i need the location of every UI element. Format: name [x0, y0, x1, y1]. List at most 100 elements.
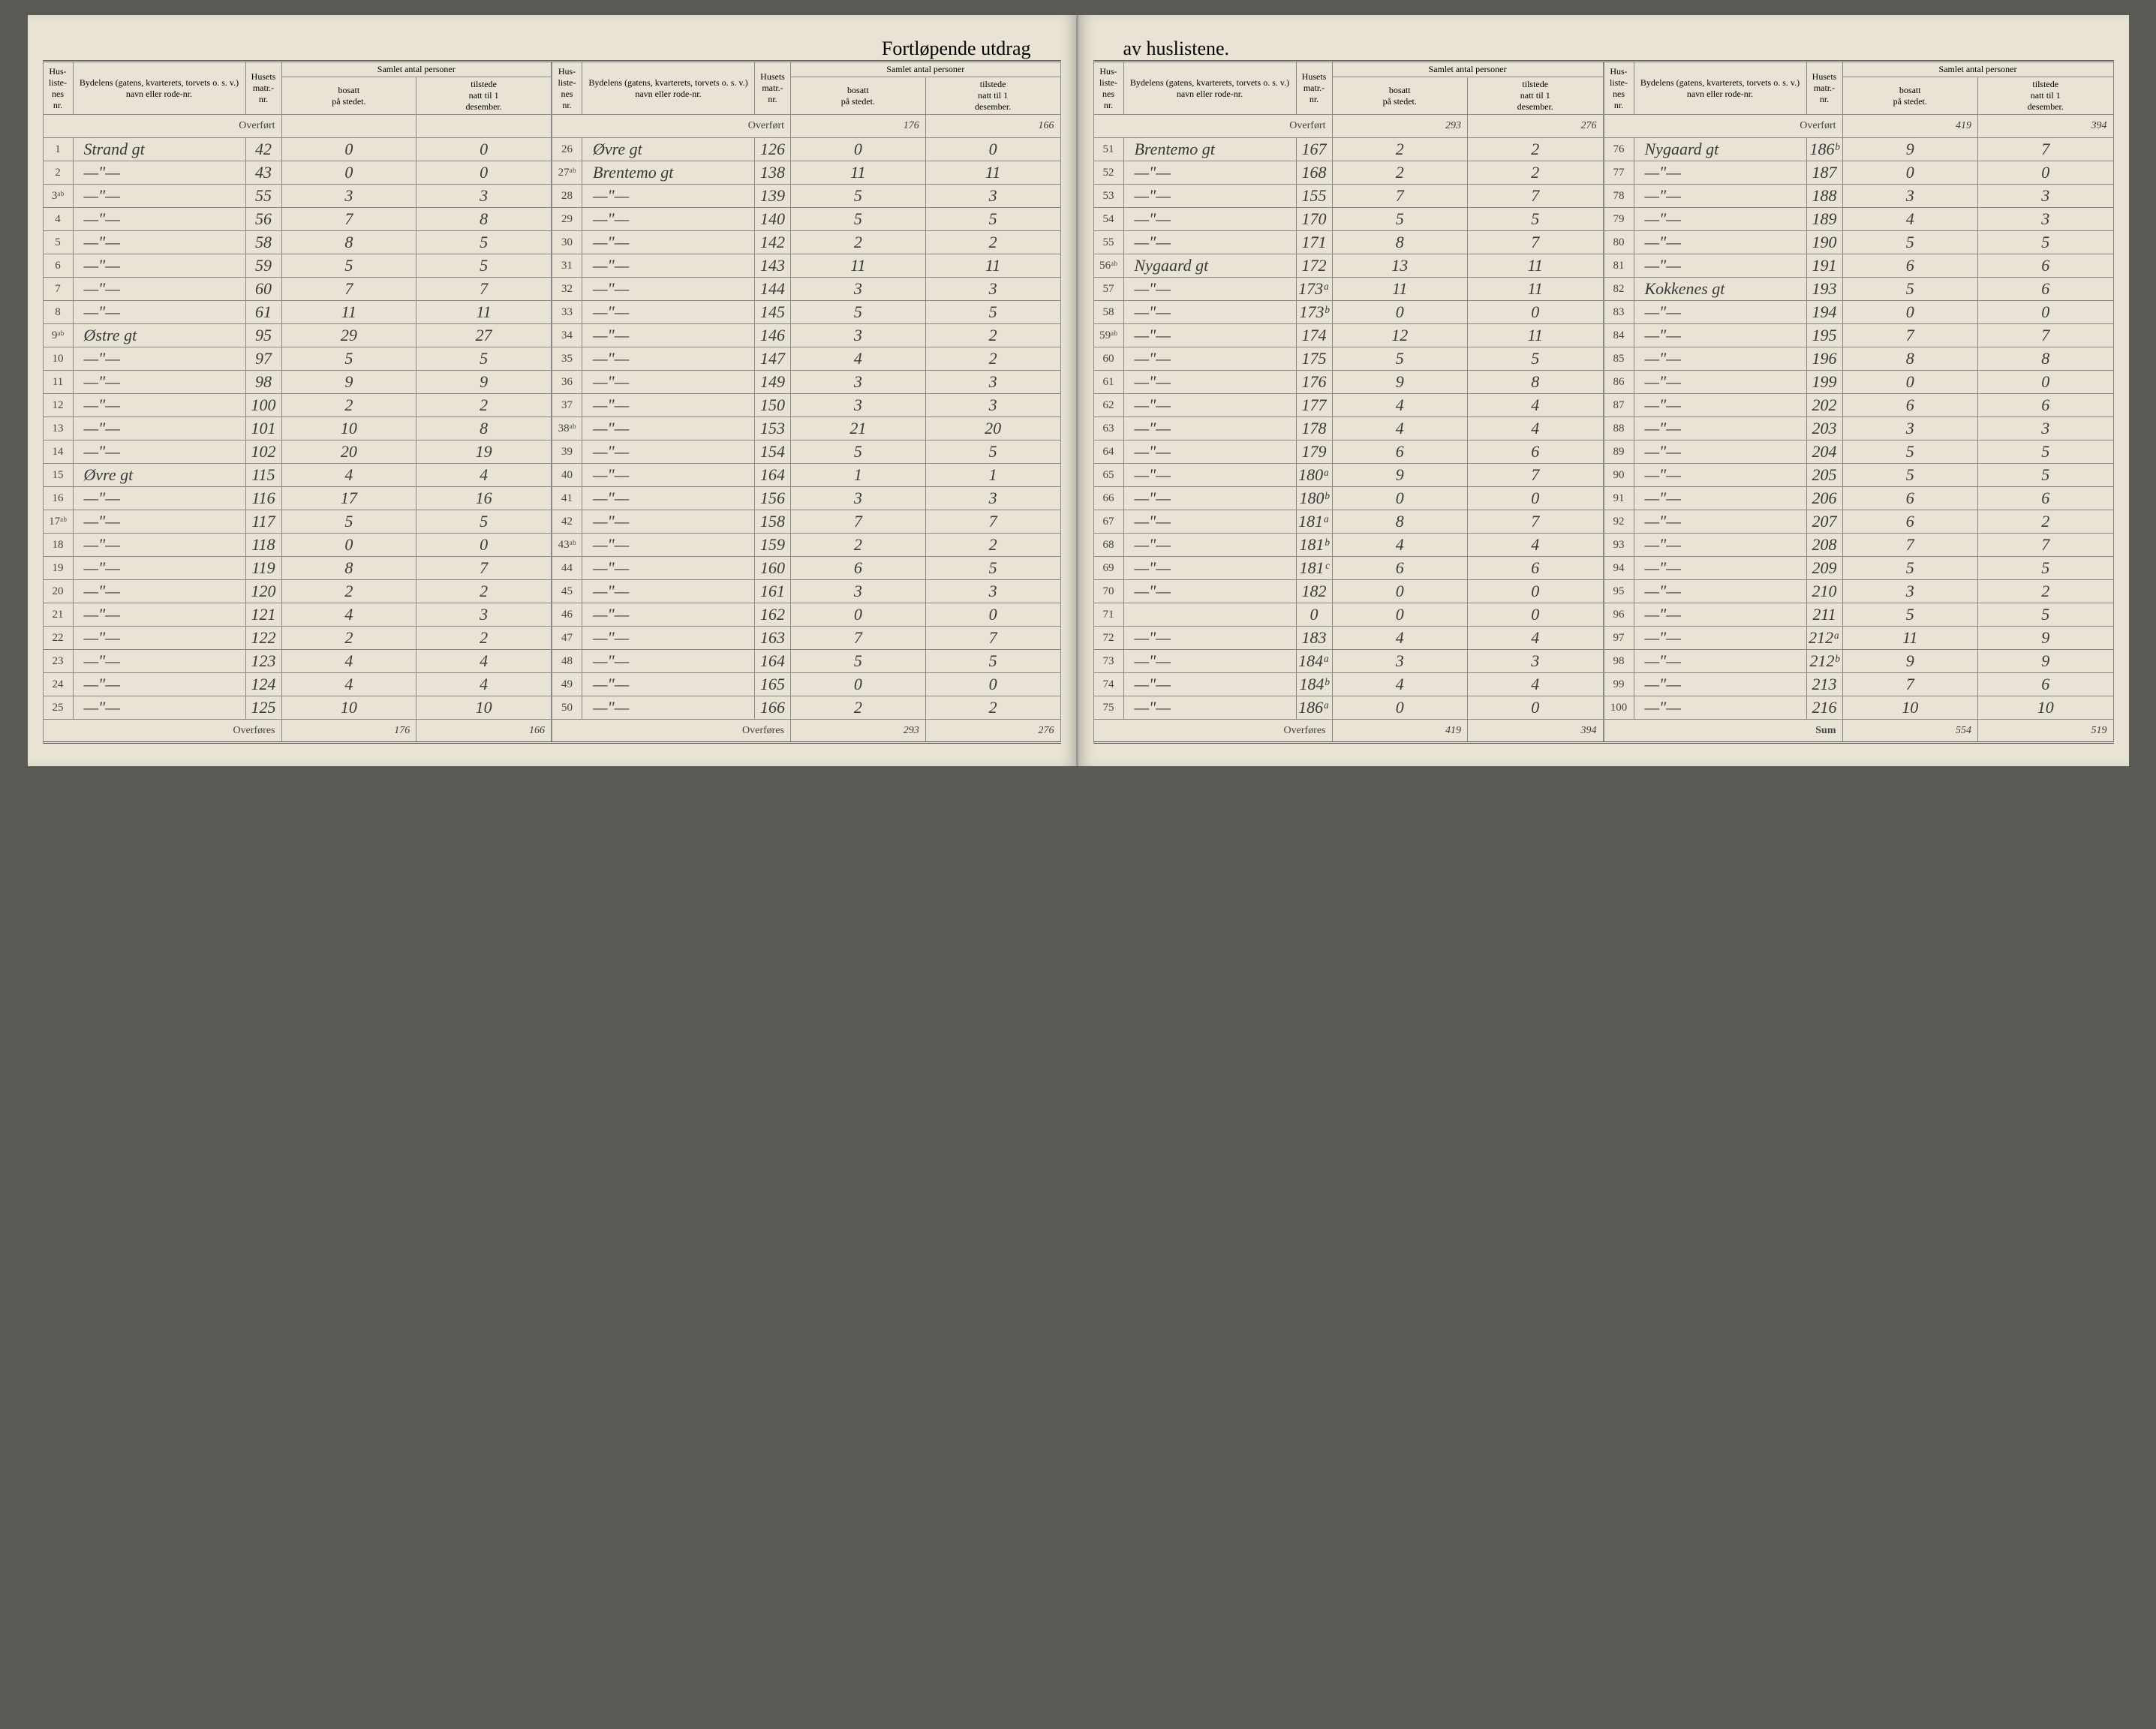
row-name: —"—	[582, 603, 755, 627]
row-tilstede: 6	[1978, 278, 2114, 301]
row-nr: 87	[1604, 394, 1634, 417]
row-tilstede: 9	[1978, 627, 2114, 650]
row-matr: 196	[1806, 347, 1842, 371]
row-name: —"—	[73, 627, 245, 650]
row-nr: 36	[552, 371, 582, 394]
row-matr: 124	[245, 673, 281, 696]
row-bosatt: 4	[281, 650, 416, 673]
row-nr: 77	[1604, 161, 1634, 185]
overfores-row: Overføres 293 276	[552, 720, 1061, 743]
table-row: 46 —"— 162 0 0	[552, 603, 1061, 627]
row-tilstede: 2	[925, 231, 1060, 254]
row-nr: 19	[43, 557, 73, 580]
row-bosatt: 6	[1842, 394, 1978, 417]
row-matr: 154	[755, 441, 791, 464]
row-matr: 61	[245, 301, 281, 324]
row-tilstede: 7	[925, 627, 1060, 650]
row-name: —"—	[582, 324, 755, 347]
table-row: 10 —"— 97 5 5	[43, 347, 552, 371]
row-name: —"—	[1123, 161, 1296, 185]
row-tilstede: 2	[1468, 138, 1604, 161]
table-row: 81 —"— 191 6 6	[1604, 254, 2113, 278]
row-nr: 98	[1604, 650, 1634, 673]
row-tilstede: 3	[925, 394, 1060, 417]
row-bosatt: 6	[791, 557, 926, 580]
row-bosatt: 11	[1332, 278, 1468, 301]
row-nr: 26	[552, 138, 582, 161]
row-matr: 177	[1296, 394, 1332, 417]
table-row: 97 —"— 212ᵃ 11 9	[1604, 627, 2113, 650]
row-tilstede: 6	[1978, 673, 2114, 696]
row-tilstede: 3	[925, 371, 1060, 394]
table-row: 44 —"— 160 6 5	[552, 557, 1061, 580]
row-name: —"—	[582, 208, 755, 231]
row-matr: 188	[1806, 185, 1842, 208]
overfores-bosatt: 176	[281, 720, 416, 743]
row-bosatt: 20	[281, 441, 416, 464]
row-tilstede: 5	[1978, 441, 2114, 464]
row-bosatt: 7	[1842, 324, 1978, 347]
table-row: 23 —"— 123 4 4	[43, 650, 552, 673]
overfort-bosatt: 293	[1332, 115, 1468, 138]
row-tilstede: 6	[1468, 557, 1604, 580]
table-row: 59ᵃᵇ —"— 174 12 11	[1093, 324, 1603, 347]
table-row: 69 —"— 181ᶜ 6 6	[1093, 557, 1603, 580]
row-tilstede: 3	[1468, 650, 1604, 673]
overfores-tilstede: 276	[925, 720, 1060, 743]
table-row: 13 —"— 101 10 8	[43, 417, 552, 441]
row-matr: 145	[755, 301, 791, 324]
col-tilstede-header: tilstedenatt til 1desember.	[925, 77, 1060, 115]
row-nr: 47	[552, 627, 582, 650]
row-name: —"—	[73, 185, 245, 208]
col-nr-header: Hus-liste-nesnr.	[1093, 62, 1123, 115]
row-nr: 21	[43, 603, 73, 627]
row-tilstede: 11	[1468, 324, 1604, 347]
row-tilstede: 5	[416, 231, 552, 254]
row-matr: 191	[1806, 254, 1842, 278]
row-nr: 88	[1604, 417, 1634, 441]
row-nr: 44	[552, 557, 582, 580]
row-nr: 51	[1093, 138, 1123, 161]
row-name: —"—	[1634, 301, 1806, 324]
row-bosatt: 10	[281, 417, 416, 441]
row-tilstede: 5	[925, 208, 1060, 231]
table-row: 63 —"— 178 4 4	[1093, 417, 1603, 441]
overfores-row: Sum 554 519	[1604, 720, 2113, 743]
row-name: —"—	[1123, 417, 1296, 441]
row-matr: 186ᵃ	[1296, 696, 1332, 720]
row-nr: 93	[1604, 534, 1634, 557]
row-name: —"—	[582, 673, 755, 696]
row-name: —"—	[73, 673, 245, 696]
table-row: 42 —"— 158 7 7	[552, 510, 1061, 534]
row-name: —"—	[582, 441, 755, 464]
row-tilstede: 0	[416, 138, 552, 161]
row-matr: 146	[755, 324, 791, 347]
row-bosatt: 8	[281, 557, 416, 580]
row-matr: 115	[245, 464, 281, 487]
row-matr: 155	[1296, 185, 1332, 208]
row-tilstede: 9	[416, 371, 552, 394]
col-name-header: Bydelens (gatens, kvarterets, torvets o.…	[1634, 62, 1806, 115]
row-bosatt: 8	[1332, 231, 1468, 254]
row-name: —"—	[1123, 231, 1296, 254]
row-bosatt: 3	[791, 487, 926, 510]
table-row: 48 —"— 164 5 5	[552, 650, 1061, 673]
row-name: —"—	[1123, 580, 1296, 603]
row-name: —"—	[1123, 324, 1296, 347]
row-matr: 118	[245, 534, 281, 557]
row-matr: 60	[245, 278, 281, 301]
table-row: 72 —"— 183 4 4	[1093, 627, 1603, 650]
row-name: —"—	[582, 417, 755, 441]
ledger-table: Hus-liste-nesnr. Bydelens (gatens, kvart…	[552, 60, 1061, 744]
row-bosatt: 3	[791, 394, 926, 417]
row-bosatt: 2	[791, 696, 926, 720]
row-nr: 62	[1093, 394, 1123, 417]
row-name: —"—	[1123, 371, 1296, 394]
table-header: Hus-liste-nesnr. Bydelens (gatens, kvart…	[1093, 62, 1603, 115]
row-bosatt: 2	[791, 534, 926, 557]
row-name: —"—	[1634, 324, 1806, 347]
row-tilstede: 5	[1468, 347, 1604, 371]
ledger-column-1: Hus-liste-nesnr. Bydelens (gatens, kvart…	[43, 60, 552, 744]
overfores-row: Overføres 176 166	[43, 720, 552, 743]
row-bosatt: 7	[791, 510, 926, 534]
